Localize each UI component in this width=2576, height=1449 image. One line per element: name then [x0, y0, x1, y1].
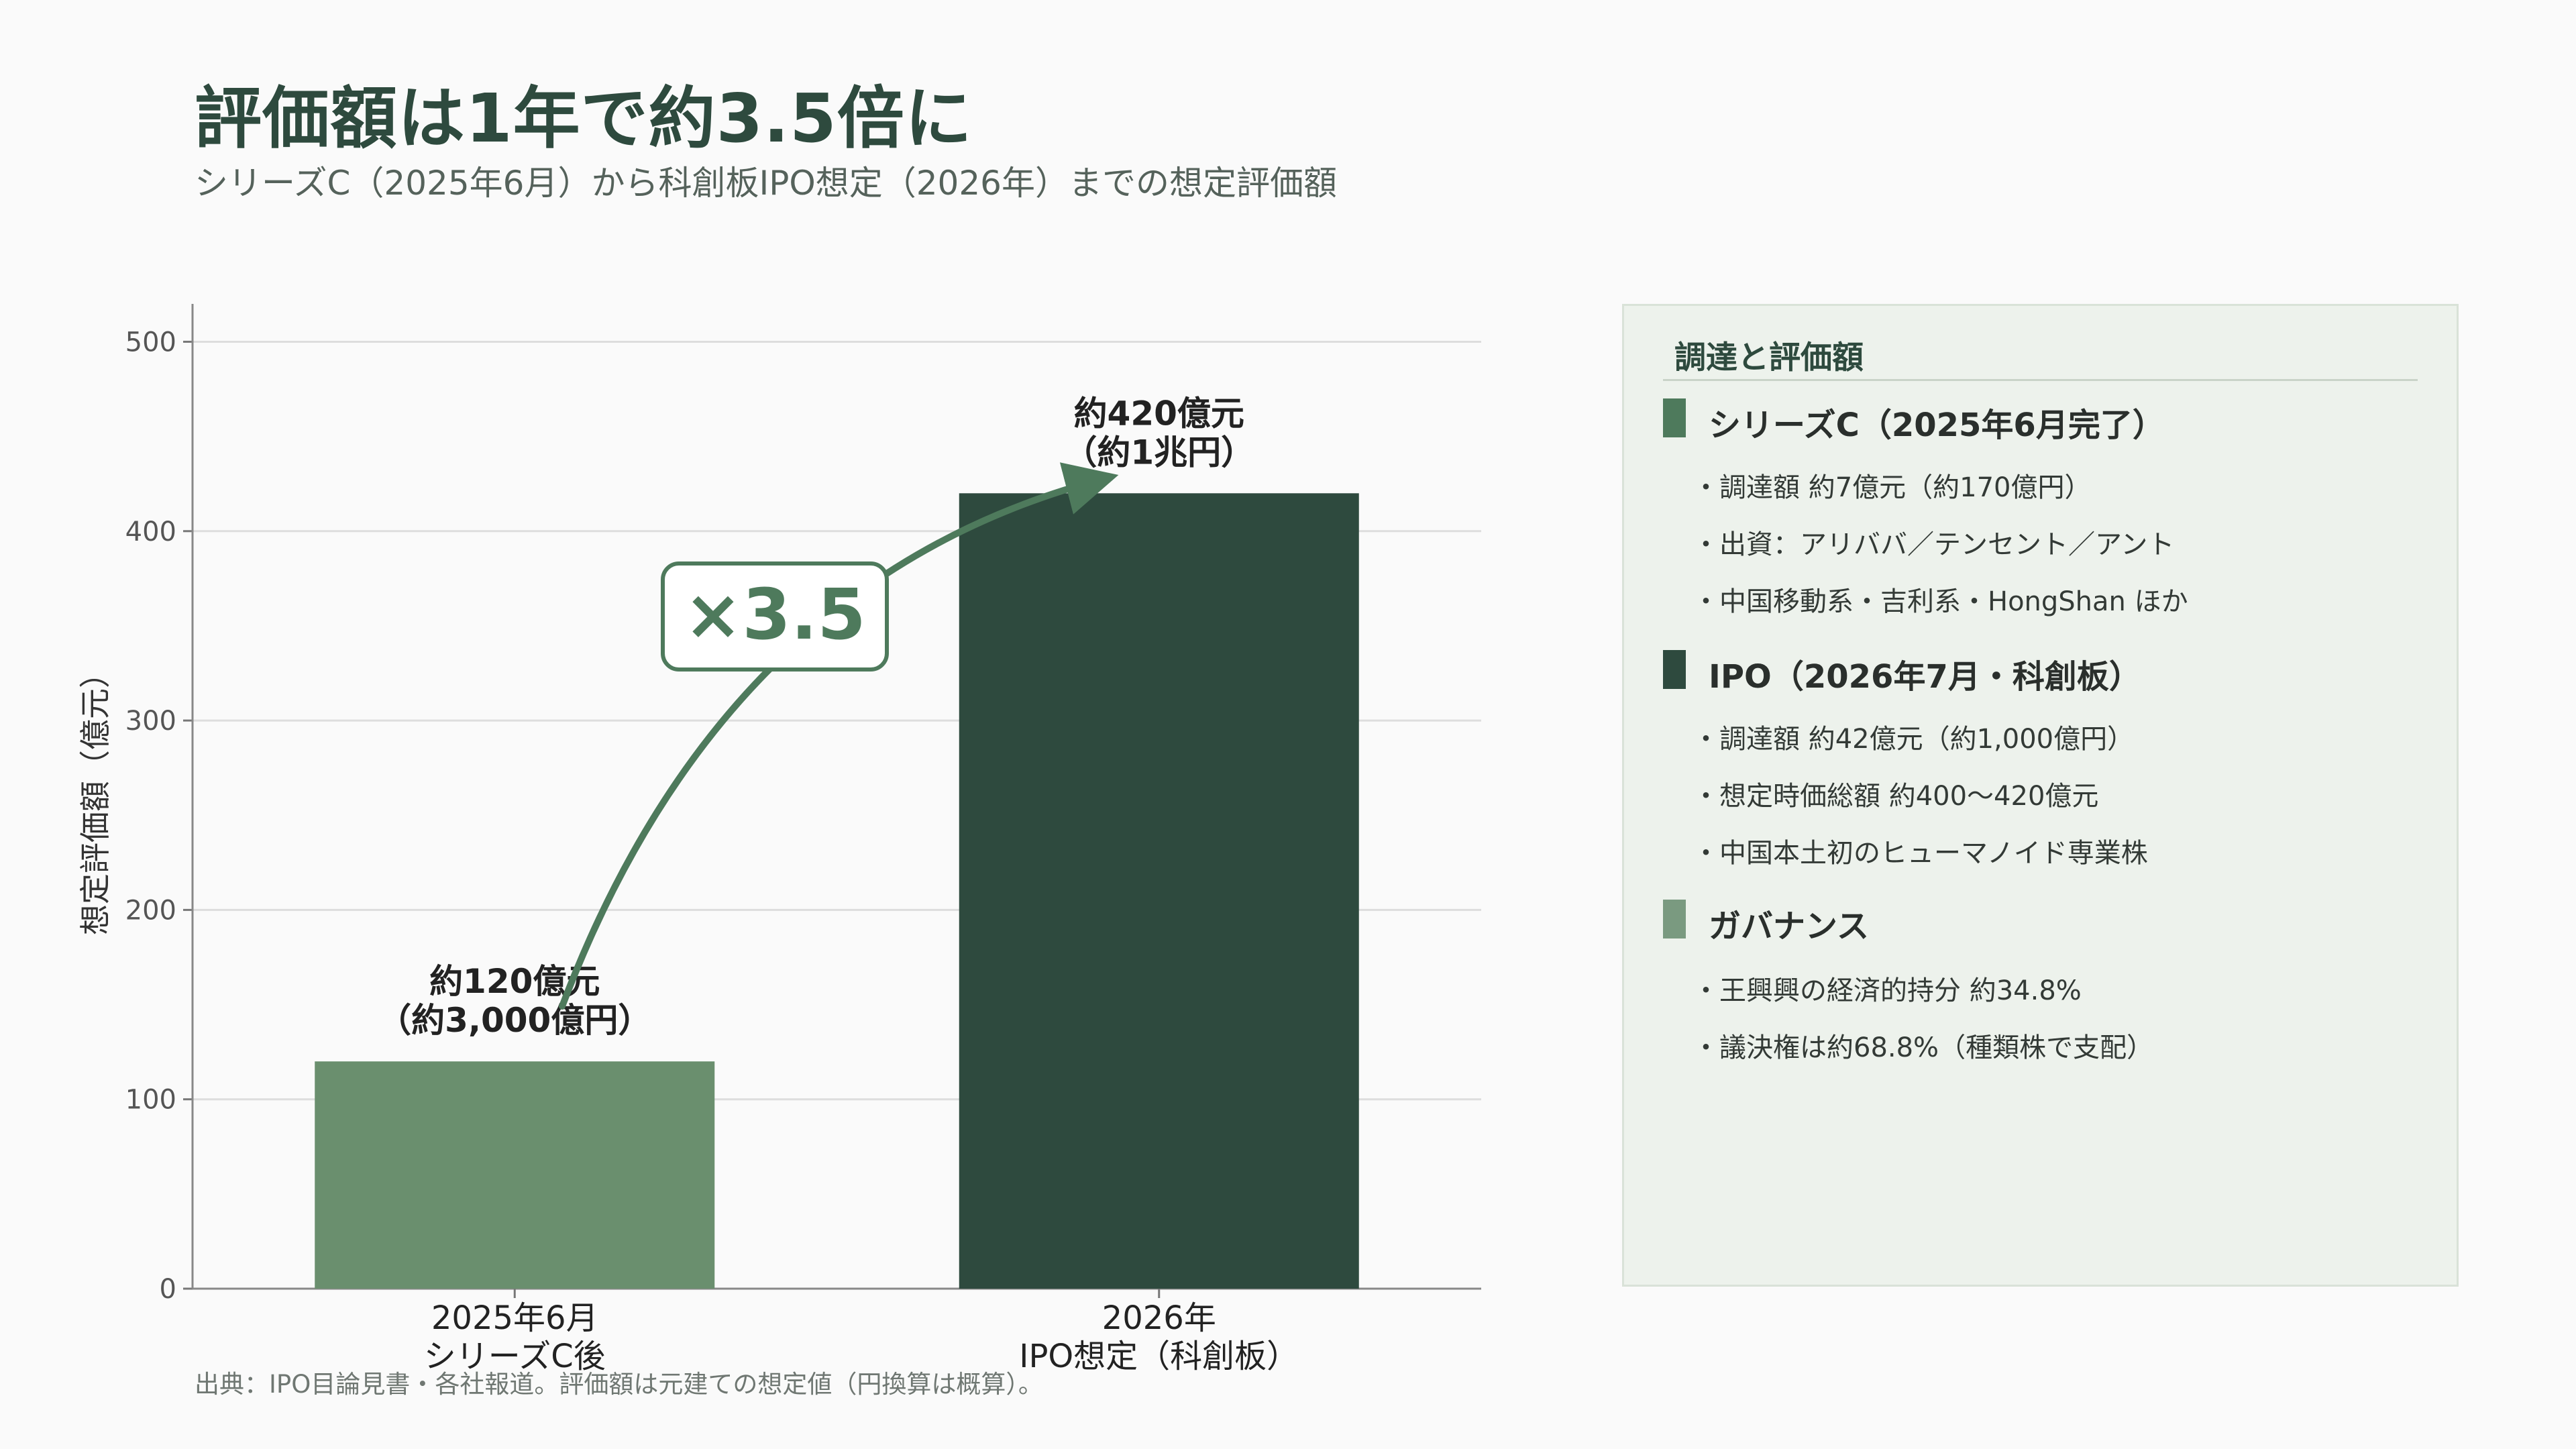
- data-label: 約420億元（約1兆円）: [1063, 394, 1254, 472]
- y-tick-label: 100: [125, 1085, 176, 1116]
- bullet-item: ・想定時価総額 約400〜420億元: [1693, 781, 2099, 812]
- y-tick-label: 0: [160, 1274, 176, 1305]
- info-panel: 調達と評価額 シリーズC（2025年6月完了） ・調達額 約7億元（約170億円…: [1622, 304, 2459, 1287]
- multiplier-label: ×3.5: [684, 574, 865, 655]
- section-marker: [1663, 398, 1686, 437]
- data-label: 約120億元（約3,000億円）: [378, 962, 651, 1040]
- y-tick-label: 200: [125, 895, 176, 926]
- section-marker: [1663, 650, 1686, 689]
- bullet-item: ・調達額 約7億元（約170億円）: [1693, 472, 2092, 503]
- y-axis-label: 想定評価額（億元）: [77, 657, 113, 935]
- panel-title: 調達と評価額: [1674, 339, 1864, 376]
- section-heading: IPO（2026年7月・科創板）: [1709, 658, 2141, 696]
- source-note: 出典：IPO目論見書・各社報道。評価額は元建ての想定値（円換算は概算）。: [195, 1370, 1043, 1399]
- section-marker: [1663, 900, 1686, 938]
- bar: [315, 1061, 715, 1289]
- page-title: 評価額は1年で約3.5倍に: [195, 79, 973, 158]
- x-tick-label: 2026年 IPO想定（科創板）: [1019, 1299, 1299, 1375]
- panel-divider: [1663, 379, 2418, 381]
- section-heading: ガバナンス: [1709, 908, 1870, 945]
- bullet-item: ・中国移動系・吉利系・HongShan ほか: [1693, 586, 2188, 617]
- y-tick-label: 300: [125, 706, 176, 737]
- multiplier-box: [661, 561, 889, 672]
- bullet-item: ・調達額 約42億元（約1,000億円）: [1693, 724, 2135, 755]
- y-tick-label: 500: [125, 327, 176, 358]
- y-tick-label: 400: [125, 517, 176, 547]
- x-tick-label: 2025年6月シリーズC後: [424, 1299, 606, 1375]
- bullet-item: ・王興興の経済的持分 約34.8%: [1693, 975, 2082, 1006]
- valuation-bar-chart: 0 100 200 300 400 500 想定評価額（億元） 2025年6月シリーズC後約1…: [77, 304, 1481, 1375]
- section-heading: シリーズC（2025年6月完了）: [1709, 407, 2165, 444]
- bullet-item: ・中国本土初のヒューマノイド専業株: [1693, 838, 2148, 869]
- bullet-item: ・出資：アリババ／テンセント／アント: [1693, 529, 2175, 560]
- page-subtitle: シリーズC（2025年6月）から科創板IPO想定（2026年）までの想定評価額: [195, 164, 1337, 203]
- bar: [959, 493, 1359, 1289]
- bullet-item: ・議決権は約68.8%（種類株で支配）: [1693, 1032, 2154, 1063]
